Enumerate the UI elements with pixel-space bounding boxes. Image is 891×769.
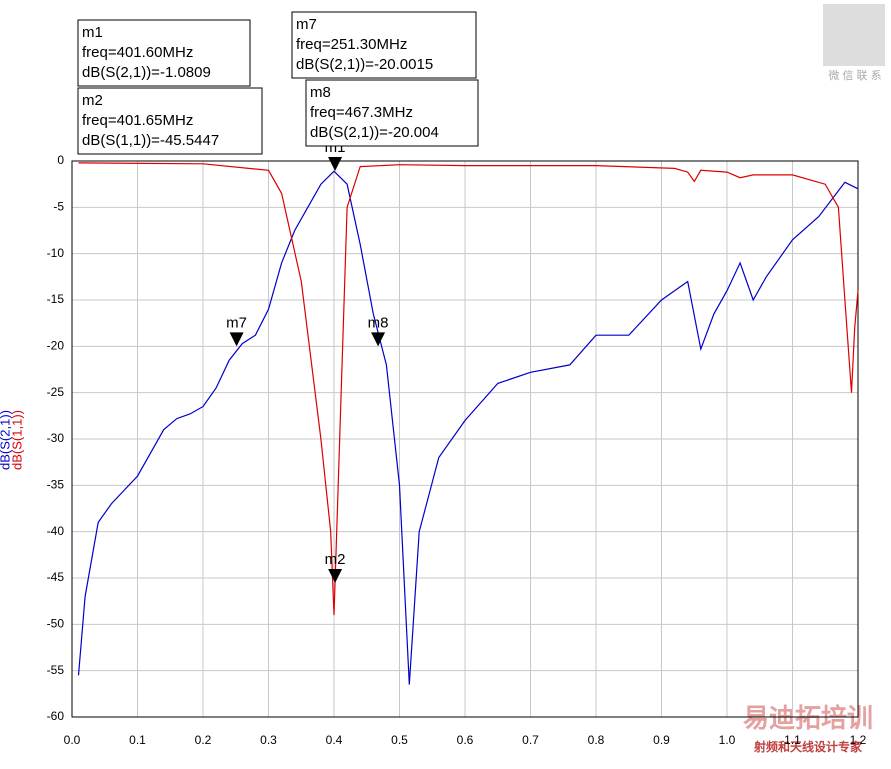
y-tick-label: 0 bbox=[57, 153, 64, 167]
x-tick-label: 1.1 bbox=[784, 733, 801, 747]
marker-triangle bbox=[328, 569, 343, 584]
marker-box: m8 freq=467.3MHz dB(S(2,1))=-20.004 bbox=[305, 79, 479, 147]
y-tick-label: -45 bbox=[47, 570, 65, 584]
x-tick-label: 0.4 bbox=[326, 733, 343, 747]
marker-box-text: dB(S(2,1))=-20.004 bbox=[310, 124, 439, 141]
marker-triangle bbox=[371, 332, 386, 347]
qr-code bbox=[823, 4, 885, 66]
marker-box-text: dB(S(1,1))=-45.5447 bbox=[82, 132, 219, 149]
x-tick-label: 1.2 bbox=[850, 733, 867, 747]
marker-box-text: m7 bbox=[296, 16, 317, 33]
watermark: 射频和天线设计专家 bbox=[753, 739, 863, 754]
x-tick-label: 0.9 bbox=[653, 733, 670, 747]
x-tick-label: 0.1 bbox=[129, 733, 146, 747]
marker-box-text: freq=251.30MHz bbox=[296, 36, 407, 53]
x-tick-label: 0.0 bbox=[64, 733, 81, 747]
y-tick-label: -55 bbox=[47, 663, 65, 677]
y-tick-label: -20 bbox=[47, 339, 65, 353]
x-tick-label: 0.8 bbox=[588, 733, 605, 747]
y-axis-label: dB(S(1,1)) bbox=[9, 410, 24, 470]
marker-box-frame bbox=[77, 19, 251, 87]
series-line bbox=[77, 170, 859, 685]
marker-box-frame bbox=[305, 79, 479, 147]
y-tick-label: -50 bbox=[47, 617, 65, 631]
x-tick-label: 0.3 bbox=[260, 733, 277, 747]
marker-label: m8 bbox=[368, 314, 389, 331]
x-tick-label: 0.6 bbox=[457, 733, 474, 747]
y-tick-label: -15 bbox=[47, 292, 65, 306]
marker-box-text: m8 bbox=[310, 84, 331, 101]
x-tick-label: 0.2 bbox=[195, 733, 212, 747]
marker-box: m2 freq=401.65MHz dB(S(1,1))=-45.5447 bbox=[77, 87, 263, 155]
y-tick-label: -60 bbox=[47, 709, 65, 723]
watermark: 微 信 联 系 bbox=[828, 68, 881, 82]
marker-box-text: freq=401.60MHz bbox=[82, 44, 193, 61]
marker-label: m7 bbox=[226, 314, 247, 331]
x-tick-label: 0.7 bbox=[522, 733, 539, 747]
x-tick-label: 0.5 bbox=[391, 733, 408, 747]
marker-triangle bbox=[229, 332, 244, 347]
marker-box: m7 freq=251.30MHz dB(S(2,1))=-20.0015 bbox=[291, 11, 477, 79]
marker-triangle bbox=[328, 157, 343, 172]
y-axis-label: dB(S(2,1)) bbox=[0, 410, 12, 470]
marker-box-frame bbox=[291, 11, 477, 79]
marker-box-text: freq=401.65MHz bbox=[82, 112, 193, 129]
marker-box-text: m2 bbox=[82, 92, 103, 109]
marker-box-text: dB(S(2,1))=-1.0809 bbox=[82, 64, 211, 81]
marker-box-text: dB(S(2,1))=-20.0015 bbox=[296, 56, 433, 73]
marker-box: m1 freq=401.60MHz dB(S(2,1))=-1.0809 bbox=[77, 19, 251, 87]
marker-box-frame bbox=[77, 87, 263, 155]
y-tick-label: -25 bbox=[47, 385, 65, 399]
y-tick-label: -35 bbox=[47, 478, 65, 492]
plot-frame bbox=[71, 160, 859, 718]
marker-box-text: m1 bbox=[82, 24, 103, 41]
y-tick-label: -5 bbox=[53, 200, 64, 214]
marker-box-text: freq=467.3MHz bbox=[310, 104, 413, 121]
y-tick-label: -30 bbox=[47, 431, 65, 445]
y-tick-label: -10 bbox=[47, 246, 65, 260]
x-tick-label: 1.0 bbox=[719, 733, 736, 747]
y-tick-label: -40 bbox=[47, 524, 65, 538]
marker-label: m2 bbox=[325, 551, 346, 568]
series-line bbox=[78, 162, 859, 616]
watermark: 易迪拓培训 bbox=[743, 703, 873, 733]
